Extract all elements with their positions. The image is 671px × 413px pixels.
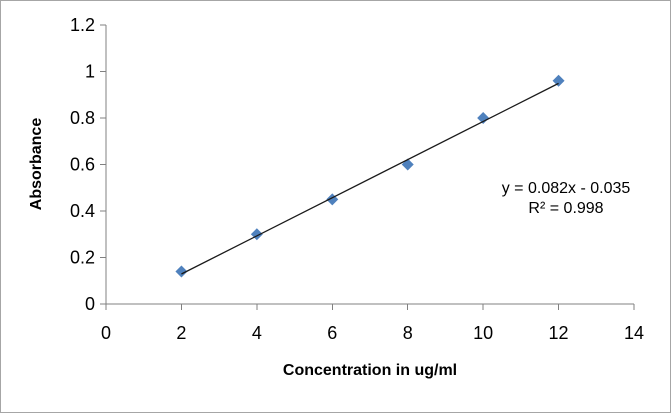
x-axis-tick-label: 10 bbox=[473, 323, 493, 343]
y-axis-tick-label: 0 bbox=[85, 294, 95, 314]
y-axis-tick-label: 0.2 bbox=[70, 248, 95, 268]
trendline-r-squared: R² = 0.998 bbox=[528, 200, 604, 217]
axis-lines bbox=[105, 25, 634, 305]
data-point-marker bbox=[552, 74, 565, 87]
data-point-marker bbox=[175, 265, 188, 278]
x-axis-tick-label: 6 bbox=[327, 323, 337, 343]
x-axis-tick-label: 4 bbox=[252, 323, 262, 343]
x-axis-tick-label: 2 bbox=[176, 323, 186, 343]
trendline-equation: y = 0.082x - 0.035 bbox=[501, 180, 631, 197]
y-axis-tick-label: 1 bbox=[85, 62, 95, 82]
y-axis-tick-label: 0.4 bbox=[70, 201, 95, 221]
data-point-marker bbox=[477, 112, 490, 124]
x-axis-tick-label: 8 bbox=[403, 323, 413, 343]
x-axis-title: Concentration in ug/ml bbox=[282, 362, 458, 379]
y-axis-tick-label: 0.8 bbox=[70, 108, 95, 128]
x-axis-tick-label: 14 bbox=[624, 323, 644, 343]
y-axis-tick-label: 1.2 bbox=[70, 15, 95, 35]
trendline bbox=[181, 82, 559, 275]
x-axis-tick-label: 12 bbox=[549, 323, 569, 343]
y-axis-title: Absorbance bbox=[28, 117, 45, 211]
trendline-annotation: y = 0.082x - 0.035 R² = 0.998 bbox=[502, 179, 631, 219]
y-axis-tick-label: 0.6 bbox=[70, 155, 95, 175]
x-axis-tick-label: 0 bbox=[101, 323, 111, 343]
